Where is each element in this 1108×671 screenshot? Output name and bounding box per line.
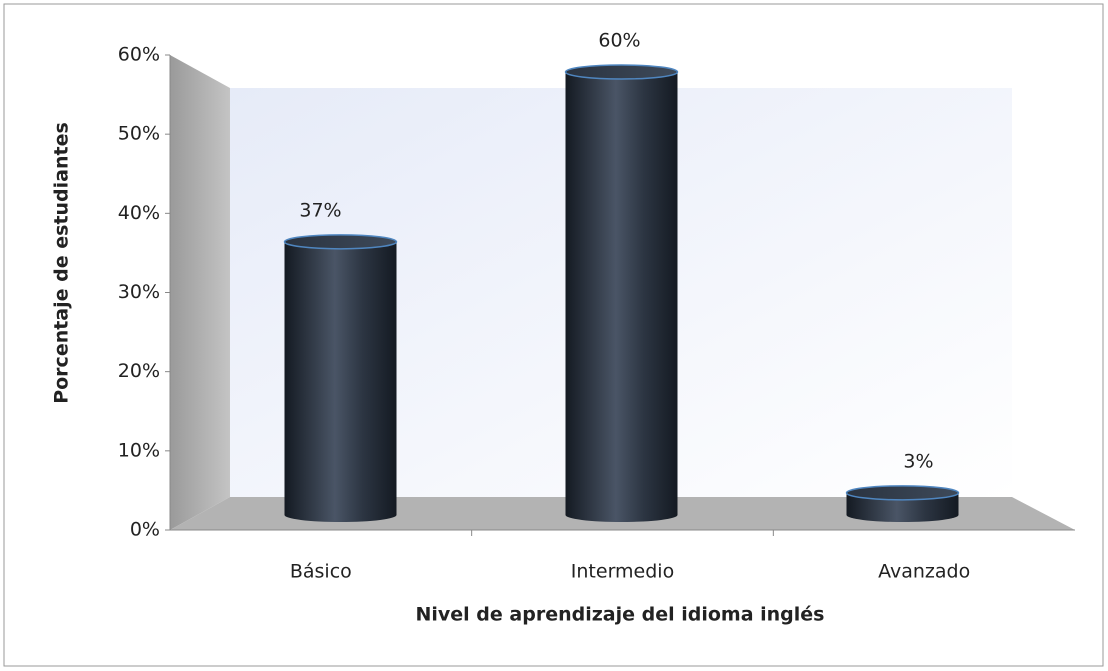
cylinder-body bbox=[565, 72, 678, 523]
x-tick-label: Avanzado bbox=[878, 561, 970, 583]
cylinder-body bbox=[846, 492, 959, 523]
y-tick-label: 30% bbox=[118, 281, 160, 303]
y-tick-label: 60% bbox=[118, 44, 160, 66]
y-tick-label: 20% bbox=[118, 360, 160, 382]
y-tick-label: 10% bbox=[118, 439, 160, 461]
y-tick-label: 0% bbox=[130, 519, 160, 541]
cylinder-body bbox=[284, 241, 397, 523]
data-label: 60% bbox=[598, 30, 640, 52]
y-tick-label: 50% bbox=[118, 123, 160, 145]
cylinder-top bbox=[564, 64, 679, 80]
side-wall bbox=[170, 55, 230, 530]
data-label: 37% bbox=[299, 199, 341, 221]
data-label: 3% bbox=[903, 450, 933, 472]
x-axis-label: Nivel de aprendizaje del idioma inglés bbox=[415, 604, 824, 626]
x-tick-label: Intermedio bbox=[571, 561, 674, 583]
x-tick-label: Básico bbox=[290, 561, 352, 583]
cylinder-top bbox=[845, 485, 960, 501]
cylinder-top bbox=[283, 234, 398, 250]
y-tick-label: 40% bbox=[118, 202, 160, 224]
y-axis-label: Porcentaje de estudiantes bbox=[51, 122, 73, 404]
